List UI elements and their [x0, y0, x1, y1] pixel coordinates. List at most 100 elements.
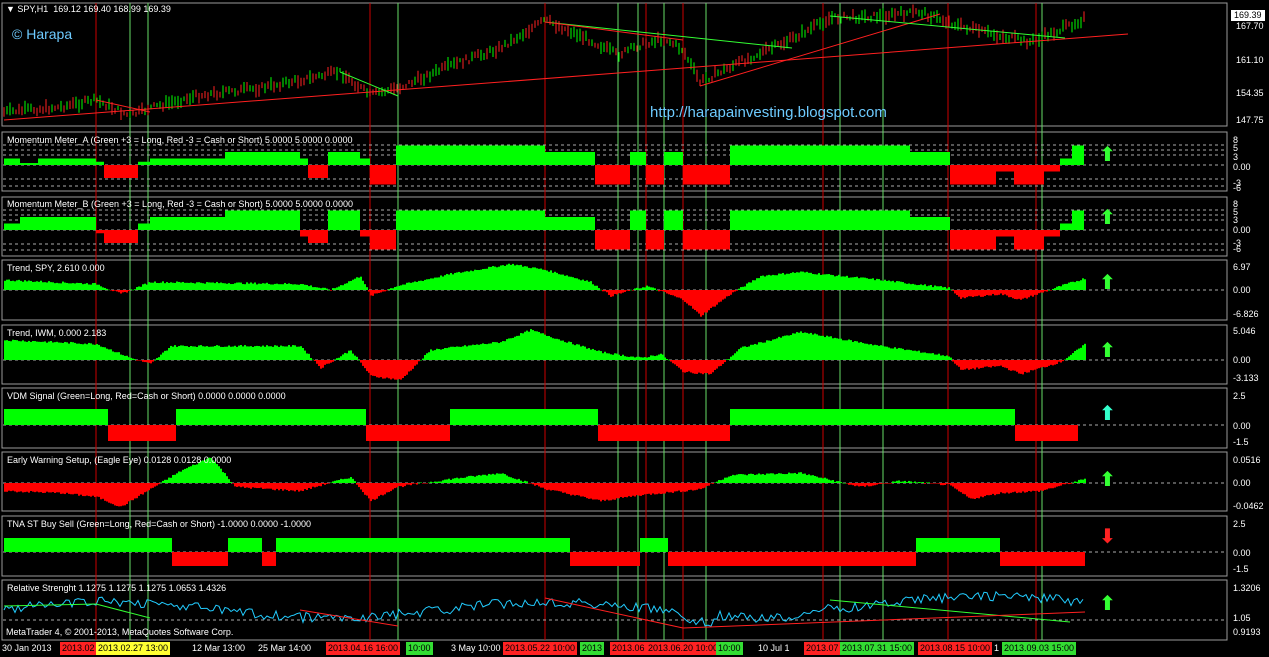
trend-iwm-area [632, 356, 634, 360]
trend-iwm-area [382, 360, 384, 379]
trend-iwm-area [226, 346, 228, 360]
early-warning-area [786, 474, 788, 483]
trend-iwm-area [228, 345, 230, 360]
trend-spy-area [166, 282, 168, 290]
trend-iwm-area [200, 345, 202, 360]
trend-spy-area [478, 270, 480, 290]
trend-iwm-area [940, 355, 942, 360]
trend-spy-area [312, 287, 314, 290]
early-warning-area [690, 483, 692, 490]
tna-bar [4, 538, 172, 552]
early-warning-area [538, 483, 540, 487]
vdm-bar [366, 425, 450, 441]
early-warning-area [272, 483, 274, 490]
trend-spy-area [840, 276, 842, 290]
trend-spy-area [976, 290, 978, 297]
trend-spy-area [268, 283, 270, 290]
trend-iwm-area [208, 346, 210, 360]
trend-spy-area [138, 286, 140, 290]
early-warning-area [650, 483, 652, 495]
trend-spy-area [678, 290, 680, 298]
trend-iwm-area [388, 360, 390, 379]
trend-iwm-area [700, 360, 702, 374]
early-warning-area [696, 483, 698, 490]
early-warning-area [626, 483, 628, 498]
trend-iwm-area [820, 335, 822, 360]
trend-iwm-area [548, 335, 550, 360]
momentum-b-bar [683, 230, 730, 250]
trend-iwm-area [440, 349, 442, 360]
early-warning-area [78, 483, 80, 496]
trend-iwm-area [328, 360, 330, 364]
trend-iwm-area [276, 345, 278, 360]
trend-iwm-area [676, 360, 678, 367]
early-warning-area [508, 476, 510, 483]
early-warning-area [908, 480, 910, 483]
early-warning-area [784, 474, 786, 483]
early-warning-area [110, 483, 112, 504]
trend-spy-area [616, 290, 618, 295]
tna-bar [172, 552, 228, 566]
panel-title-trend-iwm: Trend, IWM, 0.000 2.183 [7, 328, 107, 338]
trend-iwm-area [886, 346, 888, 360]
trend-iwm-area [204, 346, 206, 360]
trend-spy-area [970, 290, 972, 297]
trend-spy-area [58, 283, 60, 290]
trend-spy-area [326, 288, 328, 290]
trend-spy-area [242, 284, 244, 290]
early-warning-area [222, 472, 224, 483]
trend-iwm-area [124, 355, 126, 360]
trend-iwm-area [544, 334, 546, 360]
trend-spy-area [824, 274, 826, 290]
time-label: 2013 [580, 642, 605, 655]
trend-iwm-area [50, 341, 52, 360]
trend-spy-area [498, 266, 500, 290]
trend-iwm-area [612, 354, 614, 360]
early-warning-area [140, 483, 142, 495]
early-warning-area [64, 483, 66, 495]
trend-iwm-area [168, 347, 170, 360]
trend-iwm-area [144, 360, 146, 363]
trend-spy-area [1082, 278, 1084, 290]
early-warning-area [752, 473, 754, 483]
trend-iwm-area [330, 360, 332, 363]
trend-iwm-area [274, 345, 276, 360]
trend-spy-area [1064, 283, 1066, 290]
trend-spy-area [826, 274, 828, 290]
trend-iwm-area [100, 346, 102, 360]
trend-spy-area [644, 287, 646, 290]
trend-spy-area [436, 277, 438, 290]
trend-spy-area [290, 284, 292, 290]
early-warning-area [390, 483, 392, 492]
trend-spy-area [158, 283, 160, 290]
early-warning-area [1058, 483, 1060, 487]
trend-spy-area [18, 279, 20, 290]
early-warning-area [852, 483, 854, 486]
trend-spy-area [258, 283, 260, 290]
early-warning-area [146, 483, 148, 492]
early-warning-area [46, 483, 48, 492]
trend-iwm-area [742, 346, 744, 360]
early-warning-area [462, 477, 464, 483]
early-warning-area [260, 483, 262, 488]
trend-spy-area [408, 282, 410, 290]
early-warning-area [424, 483, 426, 484]
trend-spy-area [994, 290, 996, 296]
trend-spy-area [780, 273, 782, 290]
trend-spy-area [428, 279, 430, 290]
trend-iwm-area [930, 353, 932, 360]
trend-iwm-area [422, 358, 424, 360]
trend-spy-area [1062, 284, 1064, 290]
trend-iwm-area [682, 360, 684, 373]
early-warning-area [214, 461, 216, 483]
momentum-b-bar [595, 230, 630, 250]
trend-spy-area [1012, 290, 1014, 299]
early-warning-area [1048, 483, 1050, 489]
axis-tick: 0.00 [1233, 225, 1251, 235]
trend-iwm-area [636, 356, 638, 360]
trend-iwm-area [224, 346, 226, 360]
trend-spy-area [972, 290, 974, 297]
trend-spy-area [572, 277, 574, 290]
trend-spy-area [444, 275, 446, 290]
